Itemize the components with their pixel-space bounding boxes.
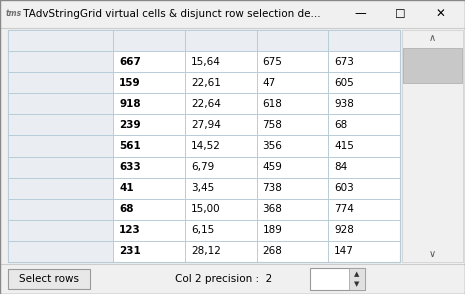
Text: 6,79: 6,79 bbox=[191, 162, 214, 172]
Text: 3,45: 3,45 bbox=[191, 183, 214, 193]
Text: 459: 459 bbox=[263, 162, 282, 172]
Bar bbox=[349, 268, 365, 290]
Text: 15,00: 15,00 bbox=[191, 204, 220, 214]
Text: 667: 667 bbox=[119, 57, 141, 67]
Text: ▲: ▲ bbox=[354, 271, 360, 277]
Text: 633: 633 bbox=[119, 162, 141, 172]
Text: 415: 415 bbox=[334, 141, 354, 151]
Text: 268: 268 bbox=[263, 246, 282, 256]
Text: 758: 758 bbox=[263, 120, 282, 130]
Text: 68: 68 bbox=[334, 120, 347, 130]
Text: 918: 918 bbox=[119, 99, 140, 109]
Text: 673: 673 bbox=[334, 57, 354, 67]
Text: 68: 68 bbox=[119, 204, 133, 214]
Text: 159: 159 bbox=[119, 78, 140, 88]
Bar bbox=[0, 264, 465, 294]
Text: ▼: ▼ bbox=[354, 281, 360, 287]
Text: 123: 123 bbox=[119, 225, 141, 235]
Text: 239: 239 bbox=[119, 120, 140, 130]
Bar bbox=[8, 30, 400, 262]
Text: Select rows: Select rows bbox=[19, 274, 79, 284]
Text: 41: 41 bbox=[119, 183, 133, 193]
Text: 356: 356 bbox=[263, 141, 282, 151]
Text: 22,61: 22,61 bbox=[191, 78, 220, 88]
Text: 231: 231 bbox=[119, 246, 141, 256]
Text: 928: 928 bbox=[334, 225, 354, 235]
Text: 47: 47 bbox=[263, 78, 276, 88]
Bar bbox=[8, 30, 400, 51]
Bar bbox=[402, 30, 463, 262]
Text: ∨: ∨ bbox=[429, 249, 436, 259]
Text: 28,12: 28,12 bbox=[191, 246, 220, 256]
Text: 938: 938 bbox=[334, 99, 354, 109]
Text: 774: 774 bbox=[334, 204, 354, 214]
Text: 561: 561 bbox=[119, 141, 141, 151]
Text: —: — bbox=[354, 8, 366, 21]
Bar bbox=[403, 48, 462, 83]
Text: 738: 738 bbox=[263, 183, 282, 193]
Text: TAdvStringGrid virtual cells & disjunct row selection de...: TAdvStringGrid virtual cells & disjunct … bbox=[20, 9, 321, 19]
Text: 27,94: 27,94 bbox=[191, 120, 220, 130]
Text: 618: 618 bbox=[263, 99, 282, 109]
Text: 6,15: 6,15 bbox=[191, 225, 214, 235]
Text: 84: 84 bbox=[334, 162, 347, 172]
Text: 675: 675 bbox=[263, 57, 282, 67]
Text: 147: 147 bbox=[334, 246, 354, 256]
Text: 368: 368 bbox=[263, 204, 282, 214]
Text: 14,52: 14,52 bbox=[191, 141, 220, 151]
Text: 22,64: 22,64 bbox=[191, 99, 220, 109]
Bar bbox=[8, 30, 113, 262]
Text: ☐: ☐ bbox=[395, 8, 405, 21]
Text: tms: tms bbox=[6, 9, 22, 19]
Text: 603: 603 bbox=[334, 183, 354, 193]
Bar bbox=[310, 268, 365, 290]
Bar bbox=[0, 0, 465, 28]
Text: ∧: ∧ bbox=[429, 33, 436, 43]
Text: Col 2 precision :  2: Col 2 precision : 2 bbox=[175, 274, 272, 284]
Text: 15,64: 15,64 bbox=[191, 57, 220, 67]
Bar bbox=[8, 269, 90, 289]
Text: ✕: ✕ bbox=[435, 8, 445, 21]
Text: 189: 189 bbox=[263, 225, 282, 235]
Text: 605: 605 bbox=[334, 78, 354, 88]
